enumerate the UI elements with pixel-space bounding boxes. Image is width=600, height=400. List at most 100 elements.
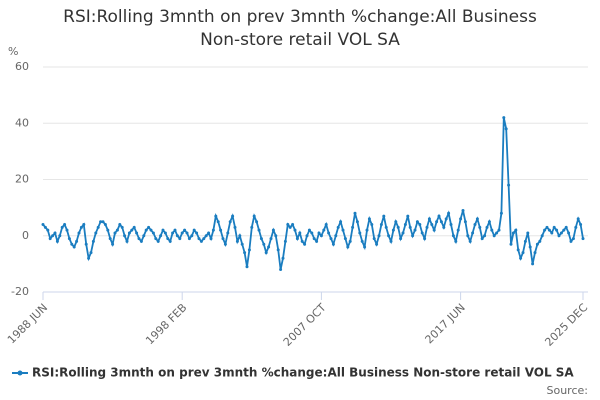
data-point bbox=[303, 242, 307, 246]
legend-marker bbox=[17, 370, 23, 376]
data-point bbox=[408, 225, 412, 229]
data-point bbox=[175, 234, 179, 238]
data-point bbox=[454, 239, 458, 243]
data-point bbox=[485, 225, 489, 229]
data-point bbox=[406, 214, 410, 218]
data-point bbox=[521, 251, 525, 255]
data-point bbox=[310, 231, 314, 235]
data-point bbox=[329, 237, 333, 241]
data-point bbox=[432, 228, 436, 232]
data-point bbox=[384, 225, 388, 229]
data-point bbox=[399, 237, 403, 241]
data-point bbox=[142, 234, 146, 238]
data-point bbox=[149, 228, 153, 232]
data-point bbox=[528, 245, 532, 249]
data-point bbox=[168, 239, 172, 243]
data-point bbox=[211, 228, 215, 232]
data-point bbox=[444, 217, 448, 221]
data-point bbox=[192, 228, 196, 232]
data-point bbox=[178, 237, 182, 241]
data-point bbox=[478, 225, 482, 229]
x-tick-label: 1988 JUN bbox=[5, 301, 50, 346]
data-point bbox=[130, 228, 134, 232]
data-point bbox=[132, 225, 136, 229]
data-point bbox=[322, 228, 326, 232]
data-point bbox=[473, 223, 477, 226]
data-point bbox=[180, 231, 184, 235]
data-point bbox=[315, 239, 319, 243]
data-point bbox=[459, 217, 463, 221]
data-point bbox=[51, 234, 55, 238]
data-point bbox=[216, 220, 220, 224]
data-point bbox=[569, 239, 573, 243]
data-point bbox=[209, 237, 213, 241]
data-point bbox=[327, 231, 331, 235]
data-point bbox=[226, 231, 230, 235]
y-axis-label: % bbox=[8, 45, 18, 58]
data-point bbox=[286, 223, 290, 226]
y-tick-label: 20 bbox=[15, 173, 29, 186]
data-point bbox=[173, 228, 177, 232]
data-point bbox=[207, 231, 211, 235]
data-point bbox=[295, 237, 299, 241]
data-point bbox=[94, 231, 98, 235]
data-point bbox=[84, 242, 88, 246]
data-point bbox=[197, 237, 201, 241]
data-point bbox=[187, 237, 191, 241]
data-point bbox=[509, 242, 513, 246]
data-point bbox=[247, 248, 251, 252]
data-point bbox=[293, 228, 297, 232]
data-point bbox=[379, 223, 383, 226]
data-point bbox=[418, 223, 422, 226]
data-point bbox=[151, 231, 155, 235]
data-point bbox=[298, 231, 302, 235]
data-point bbox=[351, 225, 355, 229]
data-point bbox=[199, 239, 203, 243]
y-tick-label: -20 bbox=[11, 285, 29, 298]
data-point bbox=[507, 183, 511, 187]
data-point bbox=[65, 228, 69, 232]
data-point bbox=[58, 234, 62, 238]
y-tick-label: 0 bbox=[22, 229, 29, 242]
data-point bbox=[250, 225, 254, 229]
data-point bbox=[564, 225, 568, 229]
data-point bbox=[219, 228, 223, 232]
data-point bbox=[63, 223, 67, 226]
data-point bbox=[336, 225, 340, 229]
data-point bbox=[468, 239, 472, 243]
data-point bbox=[267, 245, 271, 249]
data-point bbox=[269, 237, 273, 241]
data-point bbox=[343, 237, 347, 241]
data-point bbox=[87, 256, 91, 260]
data-point bbox=[255, 220, 259, 224]
data-point bbox=[425, 225, 429, 229]
data-point bbox=[82, 223, 86, 226]
series-line bbox=[42, 117, 584, 270]
data-point bbox=[163, 231, 167, 235]
data-point bbox=[72, 245, 76, 249]
data-point bbox=[567, 231, 571, 235]
data-point bbox=[490, 228, 494, 232]
data-point bbox=[118, 223, 122, 226]
data-point bbox=[259, 237, 263, 241]
data-point bbox=[204, 234, 208, 238]
data-point bbox=[365, 228, 369, 232]
data-point bbox=[550, 231, 554, 235]
data-point bbox=[543, 228, 547, 232]
data-point bbox=[504, 127, 508, 131]
data-point bbox=[499, 211, 503, 215]
data-point bbox=[154, 237, 158, 241]
data-point bbox=[540, 234, 544, 238]
data-point bbox=[243, 251, 247, 255]
data-point bbox=[115, 228, 119, 232]
data-point bbox=[363, 245, 367, 249]
data-point bbox=[367, 217, 371, 221]
data-point bbox=[214, 214, 218, 218]
data-point bbox=[394, 220, 398, 224]
data-point bbox=[331, 242, 335, 246]
data-point bbox=[228, 220, 232, 224]
data-point bbox=[502, 116, 506, 120]
data-point bbox=[427, 217, 431, 221]
data-point bbox=[401, 231, 405, 235]
